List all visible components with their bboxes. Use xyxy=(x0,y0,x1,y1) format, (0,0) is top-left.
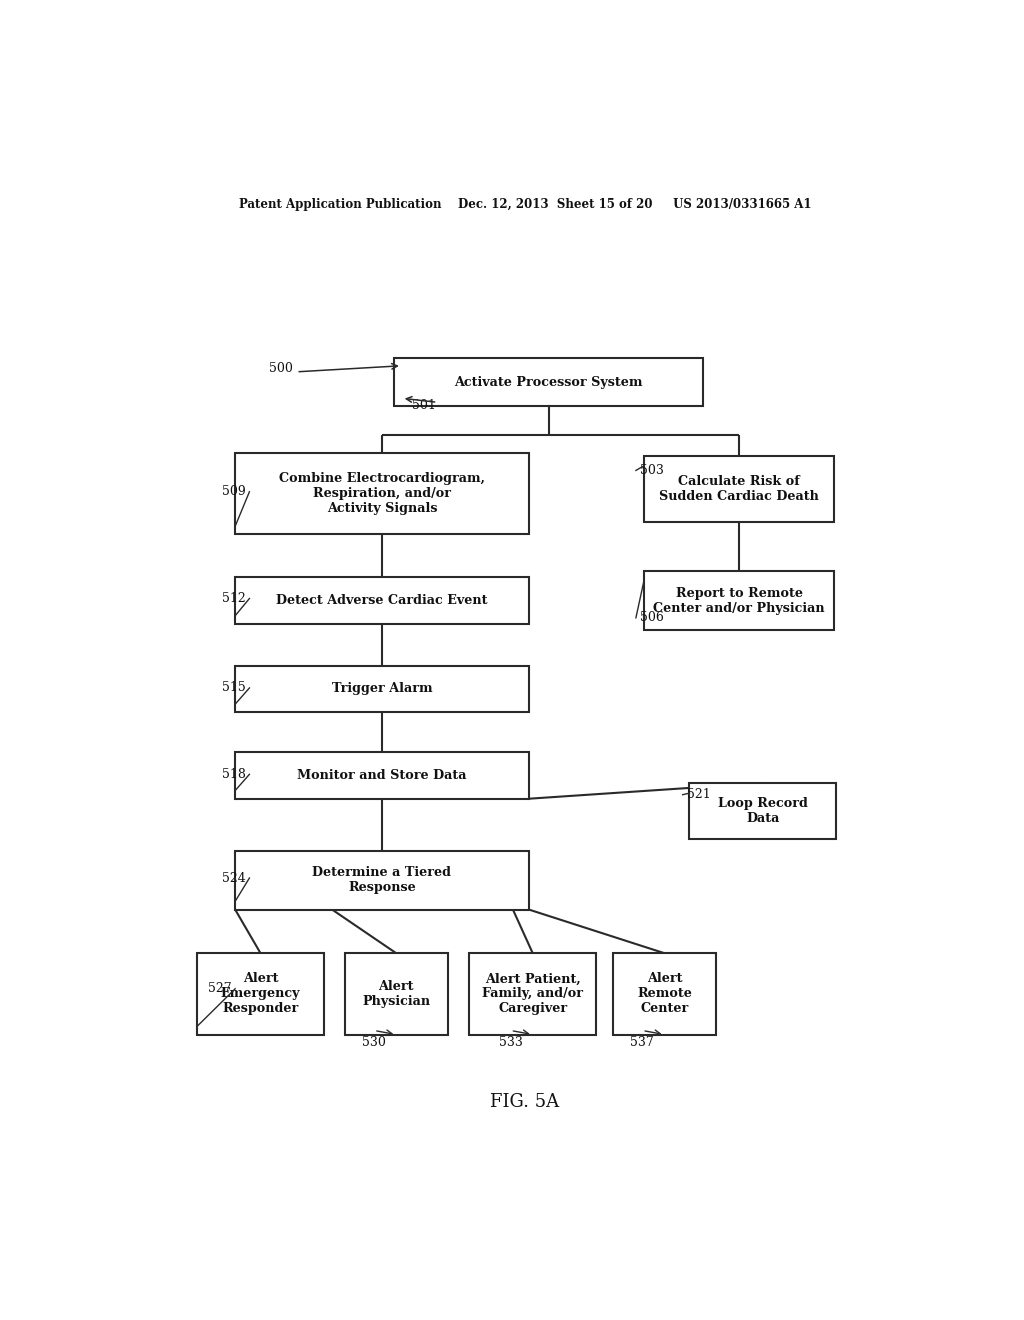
FancyBboxPatch shape xyxy=(236,453,528,535)
Text: 537: 537 xyxy=(631,1036,654,1049)
FancyBboxPatch shape xyxy=(236,665,528,713)
FancyBboxPatch shape xyxy=(236,577,528,624)
Text: 530: 530 xyxy=(362,1036,386,1049)
Text: 503: 503 xyxy=(640,463,664,477)
Text: Report to Remote
Center and/or Physician: Report to Remote Center and/or Physician xyxy=(653,586,825,615)
FancyBboxPatch shape xyxy=(644,572,835,630)
FancyBboxPatch shape xyxy=(613,953,716,1035)
Text: Monitor and Store Data: Monitor and Store Data xyxy=(297,768,467,781)
Text: 533: 533 xyxy=(499,1036,522,1049)
FancyBboxPatch shape xyxy=(689,783,837,840)
Text: 506: 506 xyxy=(640,611,664,624)
Text: Patent Application Publication    Dec. 12, 2013  Sheet 15 of 20     US 2013/0331: Patent Application Publication Dec. 12, … xyxy=(239,198,811,211)
Text: 524: 524 xyxy=(222,871,246,884)
FancyBboxPatch shape xyxy=(644,455,835,521)
Text: 518: 518 xyxy=(221,768,246,781)
Text: Determine a Tiered
Response: Determine a Tiered Response xyxy=(312,866,452,894)
Text: 527: 527 xyxy=(208,982,231,995)
Text: 515: 515 xyxy=(222,681,246,694)
FancyBboxPatch shape xyxy=(345,953,447,1035)
Text: Calculate Risk of
Sudden Cardiac Death: Calculate Risk of Sudden Cardiac Death xyxy=(659,475,819,503)
Text: 521: 521 xyxy=(687,788,711,801)
Text: Alert
Remote
Center: Alert Remote Center xyxy=(637,973,692,1015)
FancyBboxPatch shape xyxy=(469,953,596,1035)
Text: Alert Patient,
Family, and/or
Caregiver: Alert Patient, Family, and/or Caregiver xyxy=(482,973,584,1015)
Text: Loop Record
Data: Loop Record Data xyxy=(718,797,808,825)
Text: 509: 509 xyxy=(222,486,246,498)
FancyBboxPatch shape xyxy=(236,752,528,799)
Text: Activate Processor System: Activate Processor System xyxy=(455,375,643,388)
Text: Alert
Emergency
Responder: Alert Emergency Responder xyxy=(221,973,300,1015)
Text: 512: 512 xyxy=(222,591,246,605)
FancyBboxPatch shape xyxy=(197,953,324,1035)
FancyBboxPatch shape xyxy=(394,358,703,407)
Text: Detect Adverse Cardiac Event: Detect Adverse Cardiac Event xyxy=(276,594,487,607)
Text: Trigger Alarm: Trigger Alarm xyxy=(332,682,432,696)
Text: 501: 501 xyxy=(412,399,436,412)
Text: Combine Electrocardiogram,
Respiration, and/or
Activity Signals: Combine Electrocardiogram, Respiration, … xyxy=(279,473,485,515)
Text: Alert
Physician: Alert Physician xyxy=(362,979,430,1008)
Text: 500: 500 xyxy=(269,362,293,375)
Text: FIG. 5A: FIG. 5A xyxy=(490,1093,559,1110)
FancyBboxPatch shape xyxy=(236,850,528,909)
